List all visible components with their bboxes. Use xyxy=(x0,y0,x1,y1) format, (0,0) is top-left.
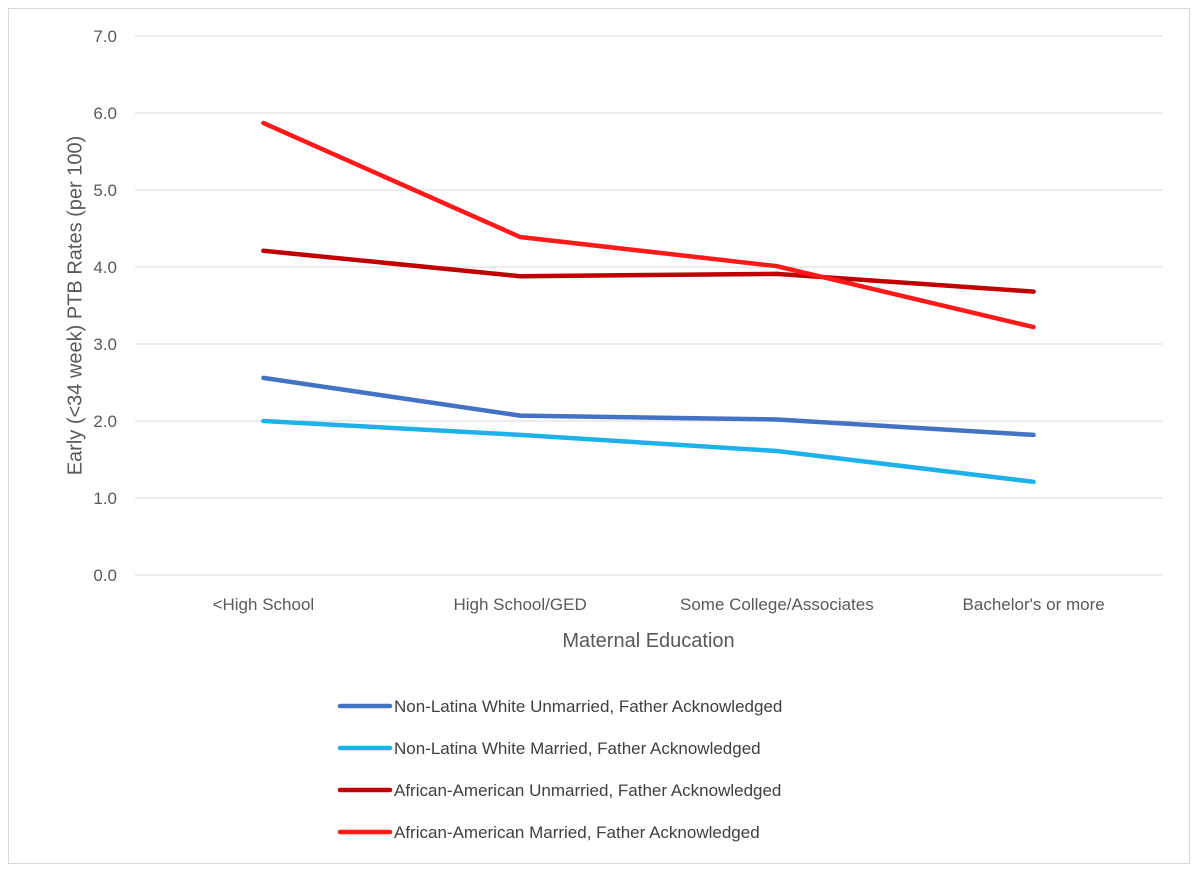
chart-frame xyxy=(8,8,1190,864)
y-tick-label: 7.0 xyxy=(93,27,117,46)
y-tick-label: 5.0 xyxy=(93,181,117,200)
series-line xyxy=(261,248,1036,294)
x-tick-label: Some College/Associates xyxy=(680,595,874,614)
x-tick-label: High School/GED xyxy=(454,595,587,614)
legend-label: Non-Latina White Unmarried, Father Ackno… xyxy=(394,697,782,716)
gridlines xyxy=(135,35,1162,576)
x-axis-title: Maternal Education xyxy=(562,630,734,652)
series-line xyxy=(261,418,1036,485)
y-axis-tick-labels: 0.0 1.0 2.0 3.0 4.0 5.0 6.0 7.0 xyxy=(93,27,117,585)
y-tick-label: 2.0 xyxy=(93,412,117,431)
y-tick-label: 1.0 xyxy=(93,489,117,508)
legend-label: Non-Latina White Married, Father Acknowl… xyxy=(394,739,761,758)
legend: Non-Latina White Unmarried, Father Ackno… xyxy=(337,697,782,842)
y-tick-label: 4.0 xyxy=(93,258,117,277)
y-tick-label: 0.0 xyxy=(93,566,117,585)
series-line xyxy=(261,375,1036,438)
series-line xyxy=(261,120,1036,330)
x-axis-tick-labels: <High School High School/GED Some College/… xyxy=(213,595,1105,614)
y-tick-label: 3.0 xyxy=(93,335,117,354)
legend-label: African-American Unmarried, Father Ackno… xyxy=(394,781,781,800)
y-tick-label: 6.0 xyxy=(93,104,117,123)
x-tick-label: Bachelor's or more xyxy=(963,595,1105,614)
y-axis-title: Early (<34 week) PTB Rates (per 100) xyxy=(64,136,86,476)
x-tick-label: <High School xyxy=(213,595,315,614)
legend-label: African-American Married, Father Acknowl… xyxy=(394,823,760,842)
series-lines xyxy=(261,120,1036,485)
